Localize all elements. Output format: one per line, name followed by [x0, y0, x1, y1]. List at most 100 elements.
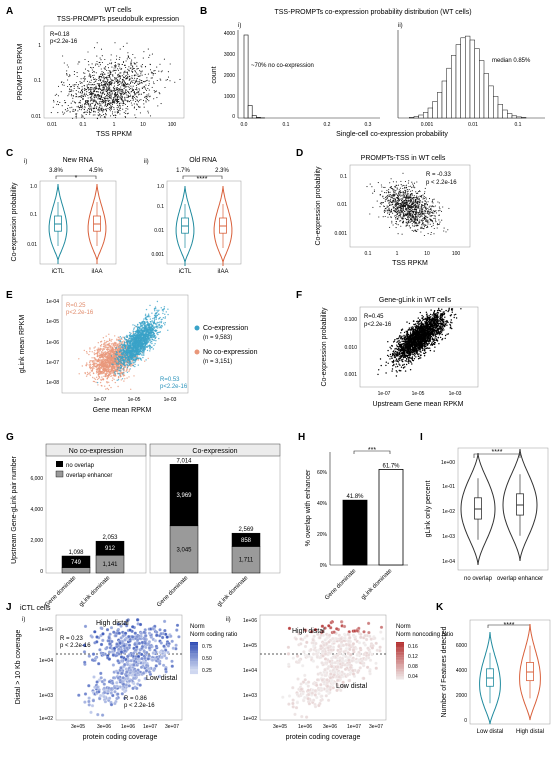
panel-a-point — [118, 73, 120, 75]
panel-a-point — [150, 77, 152, 79]
panel-a-point — [137, 91, 139, 93]
panel-a-point — [115, 77, 117, 79]
panel-a-point — [87, 70, 89, 72]
panel-e-point-no — [110, 350, 113, 352]
panel-e-point-co — [158, 323, 161, 326]
panel-e-point-co — [154, 318, 156, 320]
panel-a-point — [135, 84, 137, 86]
panel-a-point — [98, 65, 100, 67]
panel-d-point — [414, 224, 416, 226]
panel-a-point — [83, 80, 85, 82]
panel-a-point — [88, 92, 90, 94]
panel-d-point — [380, 203, 382, 205]
panel-e-point-no — [91, 370, 93, 373]
panel-d-point — [425, 218, 427, 221]
panel-e-point-no — [113, 373, 115, 375]
panel-a-point — [89, 97, 91, 99]
panel-d-point — [411, 223, 413, 225]
panel-a-point — [115, 87, 117, 89]
panel-a-point — [141, 66, 143, 68]
panel-e-point-no — [98, 358, 100, 361]
panel-d-point — [397, 197, 399, 200]
panel-d-point — [395, 218, 397, 220]
panel-d-point — [366, 186, 368, 188]
panel-e-point-no — [105, 388, 107, 390]
panel-d-point — [401, 194, 403, 196]
panel-a-point — [118, 81, 120, 83]
panel-a-point — [117, 80, 119, 82]
panel-a-point — [134, 80, 137, 82]
panel-a-point — [68, 76, 70, 78]
panel-e-point-no — [95, 376, 98, 378]
panel-e-point-no — [103, 372, 105, 374]
panel-a-point — [115, 95, 117, 97]
panel-e-point-no — [109, 339, 111, 341]
panel-a-point — [88, 73, 91, 75]
panel-d-point — [432, 212, 434, 214]
panel-d-point — [433, 212, 435, 214]
panel-a-point — [139, 71, 141, 73]
panel-a-point — [138, 81, 140, 83]
panel-a-point — [107, 67, 110, 69]
panel-d-point — [423, 216, 425, 219]
panel-d-point — [424, 204, 426, 206]
panel-a-point — [107, 94, 109, 96]
panel-e-point-co — [121, 373, 124, 375]
panel-d-point — [418, 207, 420, 209]
panel-e-point-no — [131, 361, 133, 363]
panel-a-point — [137, 101, 140, 103]
panel-a-point — [106, 94, 108, 96]
panel-a-point — [99, 110, 101, 112]
panel-a-point — [112, 74, 114, 76]
panel-a-point — [82, 95, 84, 97]
panel-d-point — [419, 216, 421, 218]
panel-e-point-no — [89, 371, 91, 374]
panel-a-point — [97, 94, 99, 96]
panel-e-point-co — [126, 371, 129, 373]
panel-d-point — [387, 196, 389, 198]
panel-a-point — [128, 91, 130, 93]
panel-a-point — [115, 100, 117, 102]
panel-a-point — [80, 106, 82, 108]
panel-a-point — [135, 101, 137, 103]
panel-a-point — [142, 86, 144, 88]
panel-d-point — [391, 194, 393, 196]
panel-d-point — [421, 211, 423, 213]
panel-a-point — [82, 115, 84, 117]
panel-d-point — [405, 215, 407, 217]
panel-a-point — [124, 103, 126, 105]
panel-a-point — [132, 68, 134, 70]
panel-a-point — [123, 83, 125, 86]
panel-a-point — [104, 84, 106, 86]
panel-a-point — [65, 102, 67, 104]
panel-e-point-no — [97, 342, 100, 344]
panel-e-point-no — [118, 338, 120, 340]
panel-d-point — [418, 198, 420, 200]
panel-a-point — [101, 70, 103, 73]
panel-d-point — [415, 210, 417, 212]
panel-d-point — [414, 217, 416, 220]
panel-a-point — [90, 98, 92, 100]
panel-a-point — [124, 86, 126, 88]
panel-d-point — [404, 213, 406, 215]
panel-a-point — [94, 111, 96, 113]
panel-a-point — [125, 84, 127, 86]
panel-d-point — [404, 211, 406, 213]
panel-a-point — [122, 104, 124, 106]
panel-d-point — [419, 219, 421, 221]
panel-a-point — [133, 107, 135, 109]
panel-e-plot-area — [61, 294, 189, 394]
panel-e-point-no — [147, 357, 149, 360]
panel-e-point-no — [109, 356, 112, 358]
panel-e-point-no — [97, 364, 99, 367]
panel-a-point — [137, 67, 139, 70]
panel-a-point — [99, 73, 102, 75]
panel-e-point-no — [86, 352, 88, 354]
panel-a-point — [107, 107, 109, 109]
panel-d-point — [392, 212, 394, 214]
panel-a-point — [89, 104, 92, 106]
panel-a-point — [90, 79, 92, 81]
panel-a-point — [129, 57, 131, 59]
panel-a-point — [117, 68, 119, 70]
